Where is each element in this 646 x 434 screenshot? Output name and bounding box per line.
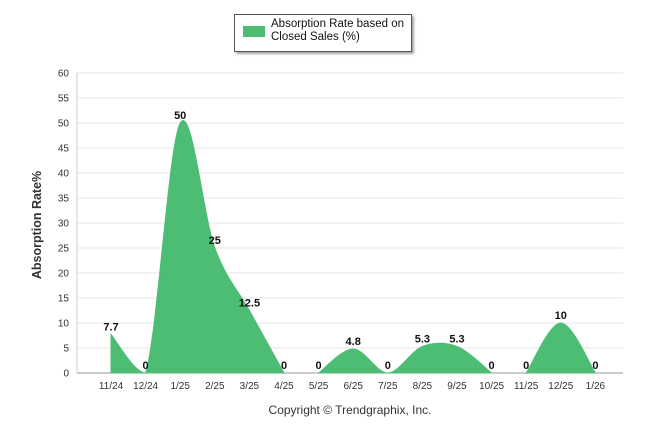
x-tick-label: 11/24 xyxy=(99,381,124,392)
y-tick-label: 30 xyxy=(58,219,70,230)
data-label: 12.5 xyxy=(239,298,260,310)
data-label: 50 xyxy=(174,110,186,122)
copyright-text: Copyright © Trendgraphix, Inc. xyxy=(268,403,432,417)
data-label: 4.8 xyxy=(346,336,361,348)
x-tick-label: 1/26 xyxy=(586,381,606,392)
x-tick-label: 12/25 xyxy=(548,381,573,392)
data-label: 0 xyxy=(489,360,495,372)
y-tick-label: 55 xyxy=(58,94,70,105)
legend-swatch xyxy=(243,26,265,37)
x-tick-label: 10/25 xyxy=(479,381,504,392)
data-label: 0 xyxy=(385,360,391,372)
data-label: 5.3 xyxy=(449,334,464,346)
y-tick-label: 10 xyxy=(58,319,70,330)
data-label: 10 xyxy=(555,310,567,322)
x-tick-label: 7/25 xyxy=(378,381,398,392)
x-tick-label: 2/25 xyxy=(205,381,225,392)
area-series xyxy=(110,120,597,374)
y-tick-label: 5 xyxy=(63,344,69,355)
data-label: 7.7 xyxy=(103,322,118,334)
data-label: 25 xyxy=(209,235,221,247)
y-tick-label: 50 xyxy=(58,119,70,130)
y-tick-label: 15 xyxy=(58,294,70,305)
x-tick-label: 8/25 xyxy=(413,381,433,392)
area-segment xyxy=(110,120,285,374)
y-tick-label: 35 xyxy=(58,194,70,205)
data-label: 5.3 xyxy=(415,334,430,346)
y-tick-label: 25 xyxy=(58,244,70,255)
legend-label: Absorption Rate based on Closed Sales (%… xyxy=(271,18,404,43)
y-axis-label: Absorption Rate% xyxy=(30,170,44,280)
data-label: 0 xyxy=(316,360,322,372)
data-label: 0 xyxy=(523,360,529,372)
area-segment xyxy=(525,322,597,374)
legend: Absorption Rate based on Closed Sales (%… xyxy=(234,14,412,52)
y-tick-label: 0 xyxy=(63,369,69,380)
x-tick-label: 12/24 xyxy=(133,381,158,392)
x-tick-label: 11/25 xyxy=(514,381,539,392)
x-tick-label: 3/25 xyxy=(240,381,260,392)
y-tick-label: 45 xyxy=(58,144,70,155)
y-tick-label: 40 xyxy=(58,169,70,180)
x-tick-label: 9/25 xyxy=(447,381,467,392)
y-tick-label: 60 xyxy=(58,69,70,80)
data-label: 0 xyxy=(281,360,287,372)
data-label: 0 xyxy=(592,360,598,372)
x-tick-label: 5/25 xyxy=(309,381,329,392)
x-tick-label: 4/25 xyxy=(274,381,294,392)
x-tick-label: 1/25 xyxy=(170,381,190,392)
area-segment xyxy=(317,342,494,374)
y-tick-label: 20 xyxy=(58,269,70,280)
x-tick-label: 6/25 xyxy=(343,381,363,392)
data-label: 0 xyxy=(143,360,149,372)
